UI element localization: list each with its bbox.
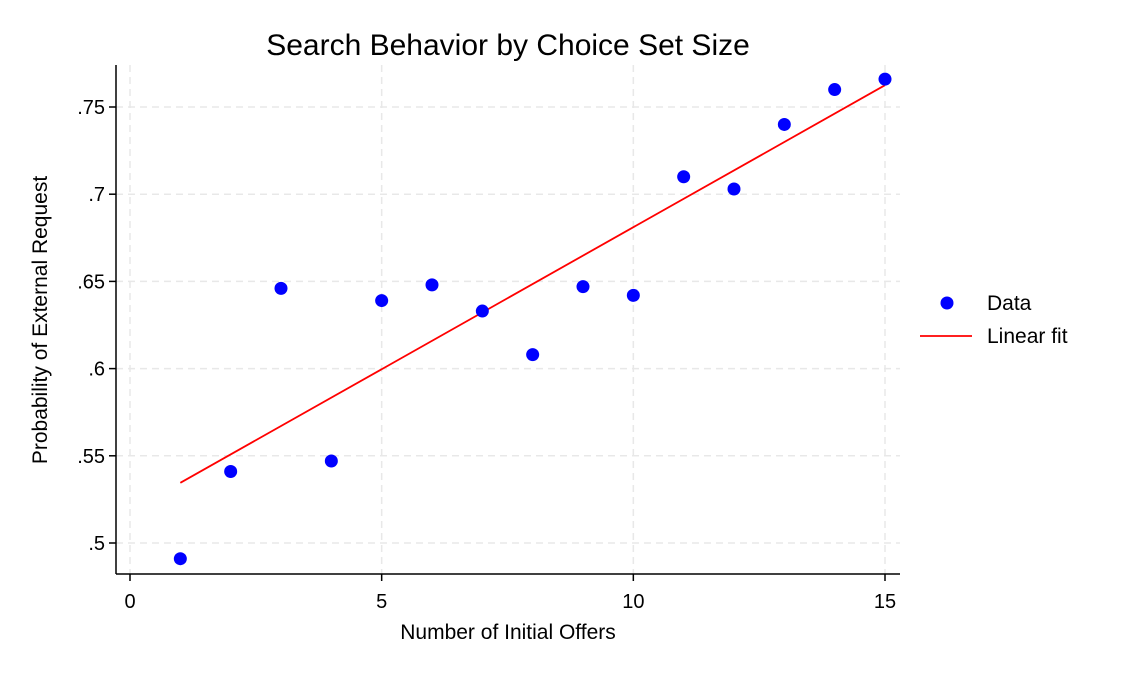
- legend-marker-data: [940, 296, 954, 310]
- data-point: [375, 294, 389, 308]
- x-tick-label: 10: [622, 591, 644, 613]
- data-point: [777, 117, 791, 131]
- x-tick-label: 15: [874, 591, 896, 613]
- data-point: [425, 278, 439, 292]
- data-point: [727, 182, 741, 196]
- data-point: [224, 464, 238, 478]
- data-point: [828, 83, 842, 97]
- legend: Data Linear fit: [920, 292, 1068, 348]
- data-point: [576, 280, 590, 294]
- x-axis-label: Number of Initial Offers: [400, 621, 616, 644]
- y-tick-label: .6: [88, 359, 105, 381]
- legend-label-data: Data: [987, 292, 1032, 315]
- plot-series: [173, 72, 892, 566]
- linear-fit-line: [179, 84, 886, 484]
- x-tick-label: 5: [376, 591, 387, 613]
- data-point: [878, 72, 892, 86]
- y-tick-label: .5: [88, 533, 105, 555]
- data-point: [324, 454, 338, 468]
- y-tick-label: .75: [77, 97, 105, 119]
- legend-label-linear-fit: Linear fit: [987, 325, 1068, 348]
- y-tick-label: .55: [77, 446, 105, 468]
- y-tick-label: .65: [77, 271, 105, 293]
- y-axis-label: Probability of External Request: [29, 176, 52, 464]
- gridlines: [116, 65, 900, 574]
- data-point: [475, 304, 489, 318]
- data-point: [274, 281, 288, 295]
- chart-title: Search Behavior by Choice Set Size: [266, 29, 750, 62]
- ticks: .5 .55 .6 .65 .7 .75 0 5 10 15: [77, 97, 896, 613]
- y-tick-label: .7: [88, 184, 105, 206]
- data-point: [173, 552, 187, 566]
- data-point: [626, 288, 640, 302]
- x-tick-label: 0: [124, 591, 135, 613]
- data-point: [677, 170, 691, 184]
- data-point: [526, 348, 540, 362]
